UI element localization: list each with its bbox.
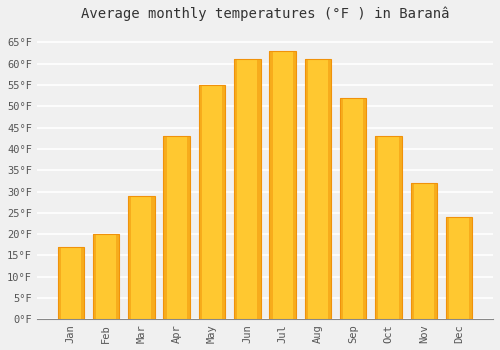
Bar — [340, 98, 343, 320]
Bar — [292, 51, 296, 320]
Bar — [363, 98, 366, 320]
Bar — [58, 247, 84, 320]
Bar — [304, 60, 331, 320]
Bar — [164, 136, 190, 320]
Bar — [198, 85, 202, 320]
Bar — [410, 183, 437, 320]
Bar — [198, 85, 225, 320]
Bar — [270, 51, 272, 320]
Bar — [410, 183, 414, 320]
Bar — [398, 136, 402, 320]
Bar — [234, 60, 260, 320]
Bar — [304, 60, 308, 320]
Bar — [128, 196, 154, 320]
Bar — [446, 217, 449, 320]
Title: Average monthly temperatures (°F ) in Baranâ: Average monthly temperatures (°F ) in Ba… — [80, 7, 449, 21]
Bar — [270, 51, 296, 320]
Bar — [93, 234, 120, 320]
Bar — [164, 136, 166, 320]
Bar — [152, 196, 154, 320]
Bar — [186, 136, 190, 320]
Bar — [116, 234, 119, 320]
Bar — [128, 196, 132, 320]
Bar — [469, 217, 472, 320]
Bar — [222, 85, 225, 320]
Bar — [446, 217, 472, 320]
Bar — [328, 60, 331, 320]
Bar — [434, 183, 437, 320]
Bar — [375, 136, 378, 320]
Bar — [93, 234, 96, 320]
Bar — [340, 98, 366, 320]
Bar — [81, 247, 84, 320]
Bar — [375, 136, 402, 320]
Bar — [234, 60, 237, 320]
Bar — [258, 60, 260, 320]
Bar — [58, 247, 60, 320]
